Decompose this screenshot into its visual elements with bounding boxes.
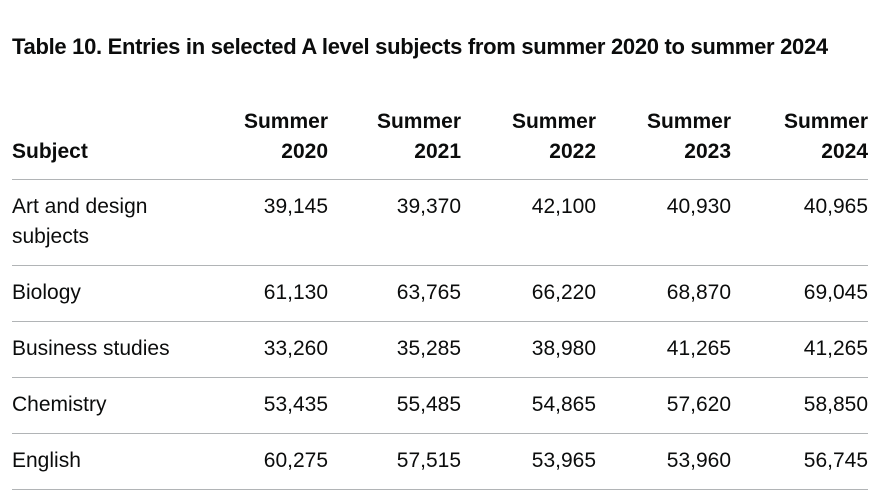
value-cell: 53,965 [461,433,596,490]
table-row-biology: Biology 61,130 63,765 66,220 68,870 69,0… [12,265,868,322]
table-row-art-and-design: Art and design subjects 39,145 39,370 42… [12,179,868,266]
subject-cell: Biology [12,265,198,322]
column-header-summer-2024: Summer 2024 [731,107,868,180]
value-cell: 41,265 [596,321,731,378]
value-cell: 68,870 [596,265,731,322]
header-row: Subject Summer 2020 Summer 2021 Summer 2… [12,107,868,180]
value-cell: 69,045 [731,265,868,322]
header-season-label: Summer [646,110,731,133]
value-cell: 40,930 [596,179,731,266]
value-cell: 40,965 [731,179,868,266]
value-cell: 54,865 [461,377,596,434]
column-header-subject: Subject [12,107,198,180]
value-cell: 58,850 [731,377,868,434]
value-cell: 61,130 [198,265,328,322]
value-cell: 42,100 [461,179,596,266]
table-title: Table 10. Entries in selected A level su… [12,34,828,59]
a-level-entries-table: Subject Summer 2020 Summer 2021 Summer 2… [12,107,868,490]
value-cell: 39,145 [198,179,328,266]
header-year-label: 2023 [684,140,731,163]
table-body: Art and design subjects 39,145 39,370 42… [12,179,868,490]
subject-cell: Chemistry [12,377,198,434]
value-cell: 66,220 [461,265,596,322]
subject-cell: Business studies [12,321,198,378]
table-header: Subject Summer 2020 Summer 2021 Summer 2… [12,107,868,180]
table-row-business-studies: Business studies 33,260 35,285 38,980 41… [12,321,868,378]
header-year-label: 2020 [281,140,328,163]
header-year-label: 2022 [549,140,596,163]
value-cell: 57,620 [596,377,731,434]
column-header-summer-2023: Summer 2023 [596,107,731,180]
subject-cell: English [12,433,198,490]
header-season-label: Summer [243,110,328,133]
value-cell: 63,765 [328,265,461,322]
header-season-label: Summer [376,110,461,133]
header-season-label: Summer [783,110,868,133]
header-year-label: 2021 [414,140,461,163]
column-header-summer-2020: Summer 2020 [198,107,328,180]
value-cell: 53,435 [198,377,328,434]
value-cell: 57,515 [328,433,461,490]
value-cell: 38,980 [461,321,596,378]
value-cell: 41,265 [731,321,868,378]
column-header-summer-2021: Summer 2021 [328,107,461,180]
table-row-english: English 60,275 57,515 53,965 53,960 56,7… [12,433,868,490]
value-cell: 53,960 [596,433,731,490]
table-row-chemistry: Chemistry 53,435 55,485 54,865 57,620 58… [12,377,868,434]
header-season-label: Summer [511,110,596,133]
value-cell: 35,285 [328,321,461,378]
value-cell: 56,745 [731,433,868,490]
column-header-summer-2022: Summer 2022 [461,107,596,180]
value-cell: 33,260 [198,321,328,378]
value-cell: 55,485 [328,377,461,434]
value-cell: 60,275 [198,433,328,490]
value-cell: 39,370 [328,179,461,266]
subject-cell: Art and design subjects [12,179,198,266]
header-year-label: 2024 [821,140,868,163]
